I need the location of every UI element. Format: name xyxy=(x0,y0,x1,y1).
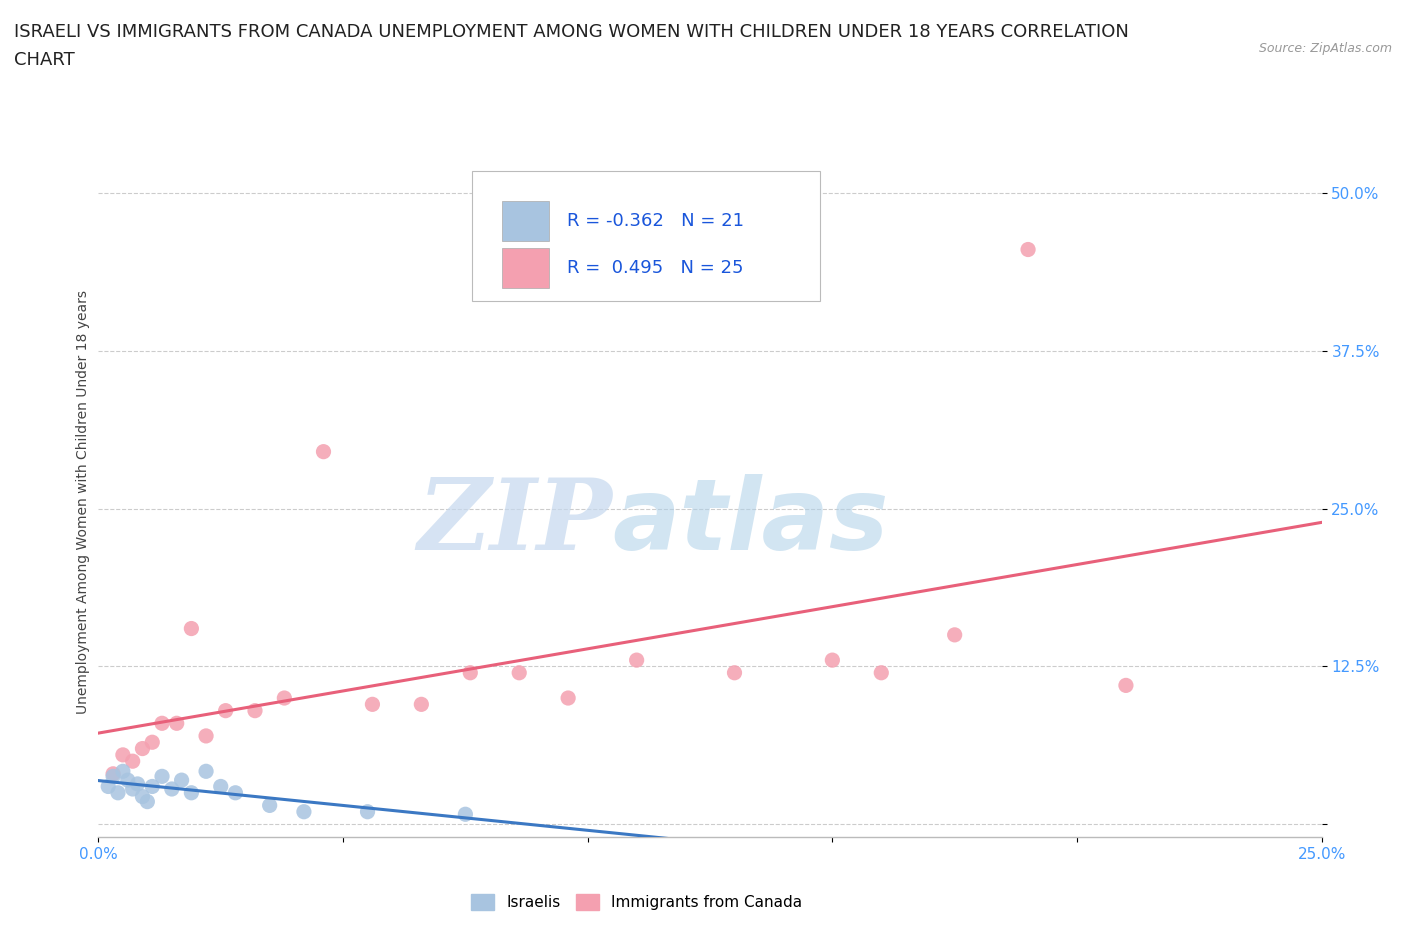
Point xyxy=(180,621,202,636)
Point xyxy=(101,769,124,784)
Text: CHART: CHART xyxy=(14,51,75,69)
Point xyxy=(195,728,218,743)
Point xyxy=(292,804,315,819)
Point xyxy=(170,773,193,788)
Point xyxy=(150,716,173,731)
Point xyxy=(821,653,844,668)
Point xyxy=(180,785,202,800)
Point xyxy=(195,764,218,778)
Point xyxy=(626,653,648,668)
Point xyxy=(411,697,433,711)
Point xyxy=(259,798,281,813)
Point xyxy=(312,445,335,459)
Point xyxy=(121,753,143,768)
Legend: Israelis, Immigrants from Canada: Israelis, Immigrants from Canada xyxy=(465,888,808,916)
Point xyxy=(209,779,232,794)
Point xyxy=(141,735,163,750)
Point xyxy=(454,807,477,822)
Text: R =  0.495   N = 25: R = 0.495 N = 25 xyxy=(567,259,744,277)
Text: Source: ZipAtlas.com: Source: ZipAtlas.com xyxy=(1258,42,1392,55)
FancyBboxPatch shape xyxy=(471,171,820,301)
Point xyxy=(458,665,481,680)
Text: atlas: atlas xyxy=(612,473,889,571)
Point xyxy=(1115,678,1137,693)
Point xyxy=(723,665,745,680)
Point xyxy=(557,691,579,706)
Point xyxy=(101,766,124,781)
Point xyxy=(943,628,966,643)
Point xyxy=(117,773,139,788)
Point xyxy=(273,691,295,706)
Point xyxy=(150,769,173,784)
Point xyxy=(107,785,129,800)
Point xyxy=(1017,242,1039,257)
Point xyxy=(508,665,530,680)
FancyBboxPatch shape xyxy=(502,201,548,241)
Point xyxy=(166,716,188,731)
Point xyxy=(127,777,149,791)
Point xyxy=(121,781,143,796)
Point xyxy=(214,703,236,718)
Point xyxy=(224,785,246,800)
Point xyxy=(131,790,153,804)
Text: ISRAELI VS IMMIGRANTS FROM CANADA UNEMPLOYMENT AMONG WOMEN WITH CHILDREN UNDER 1: ISRAELI VS IMMIGRANTS FROM CANADA UNEMPL… xyxy=(14,23,1129,41)
Text: R = -0.362   N = 21: R = -0.362 N = 21 xyxy=(567,212,744,230)
Point xyxy=(356,804,378,819)
Point xyxy=(97,779,120,794)
Point xyxy=(131,741,153,756)
Point xyxy=(111,764,134,778)
Point xyxy=(361,697,384,711)
Text: ZIP: ZIP xyxy=(418,474,612,570)
FancyBboxPatch shape xyxy=(502,247,548,288)
Point xyxy=(111,748,134,763)
Point xyxy=(870,665,893,680)
Point xyxy=(160,781,183,796)
Point xyxy=(136,794,159,809)
Point xyxy=(243,703,266,718)
Point xyxy=(141,779,163,794)
Y-axis label: Unemployment Among Women with Children Under 18 years: Unemployment Among Women with Children U… xyxy=(76,290,90,714)
